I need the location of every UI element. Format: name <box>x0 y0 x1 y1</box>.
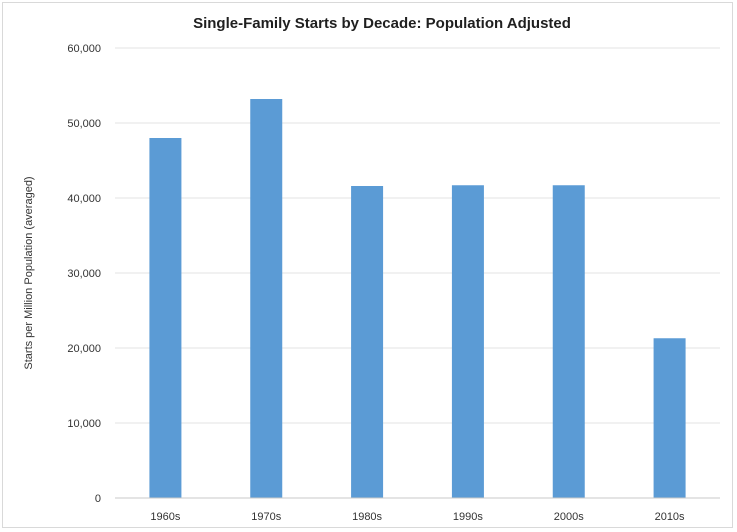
bar-1970s <box>250 99 283 498</box>
x-tick-label: 1990s <box>453 511 483 523</box>
y-axis-ticks: 0 10,000 20,000 30,000 40,000 50,000 60,000 <box>67 43 101 505</box>
x-tick-label: 2010s <box>655 511 685 523</box>
bars <box>149 99 686 498</box>
x-tick-label: 1970s <box>251 511 281 523</box>
y-tick-label: 60,000 <box>67 43 101 55</box>
x-axis-ticks: 1960s 1970s 1980s 1990s 2000s 2010s <box>150 511 685 523</box>
x-tick-label: 1980s <box>352 511 382 523</box>
bar-2000s <box>552 185 585 498</box>
bar-1990s <box>451 185 484 498</box>
x-tick-label: 1960s <box>150 511 180 523</box>
gridlines <box>115 47 720 424</box>
bar-2010s <box>653 338 686 498</box>
y-tick-label: 0 <box>95 493 101 505</box>
x-tick-label: 2000s <box>554 511 584 523</box>
chart-title: Single-Family Starts by Decade: Populati… <box>193 15 571 32</box>
y-tick-label: 10,000 <box>67 418 101 430</box>
y-tick-label: 20,000 <box>67 343 101 355</box>
bar-1980s <box>351 186 384 498</box>
y-tick-label: 30,000 <box>67 268 101 280</box>
bar-1960s <box>149 138 182 498</box>
y-axis-label: Starts per Million Population (averaged) <box>23 176 35 369</box>
y-tick-label: 40,000 <box>67 193 101 205</box>
y-tick-label: 50,000 <box>67 118 101 130</box>
